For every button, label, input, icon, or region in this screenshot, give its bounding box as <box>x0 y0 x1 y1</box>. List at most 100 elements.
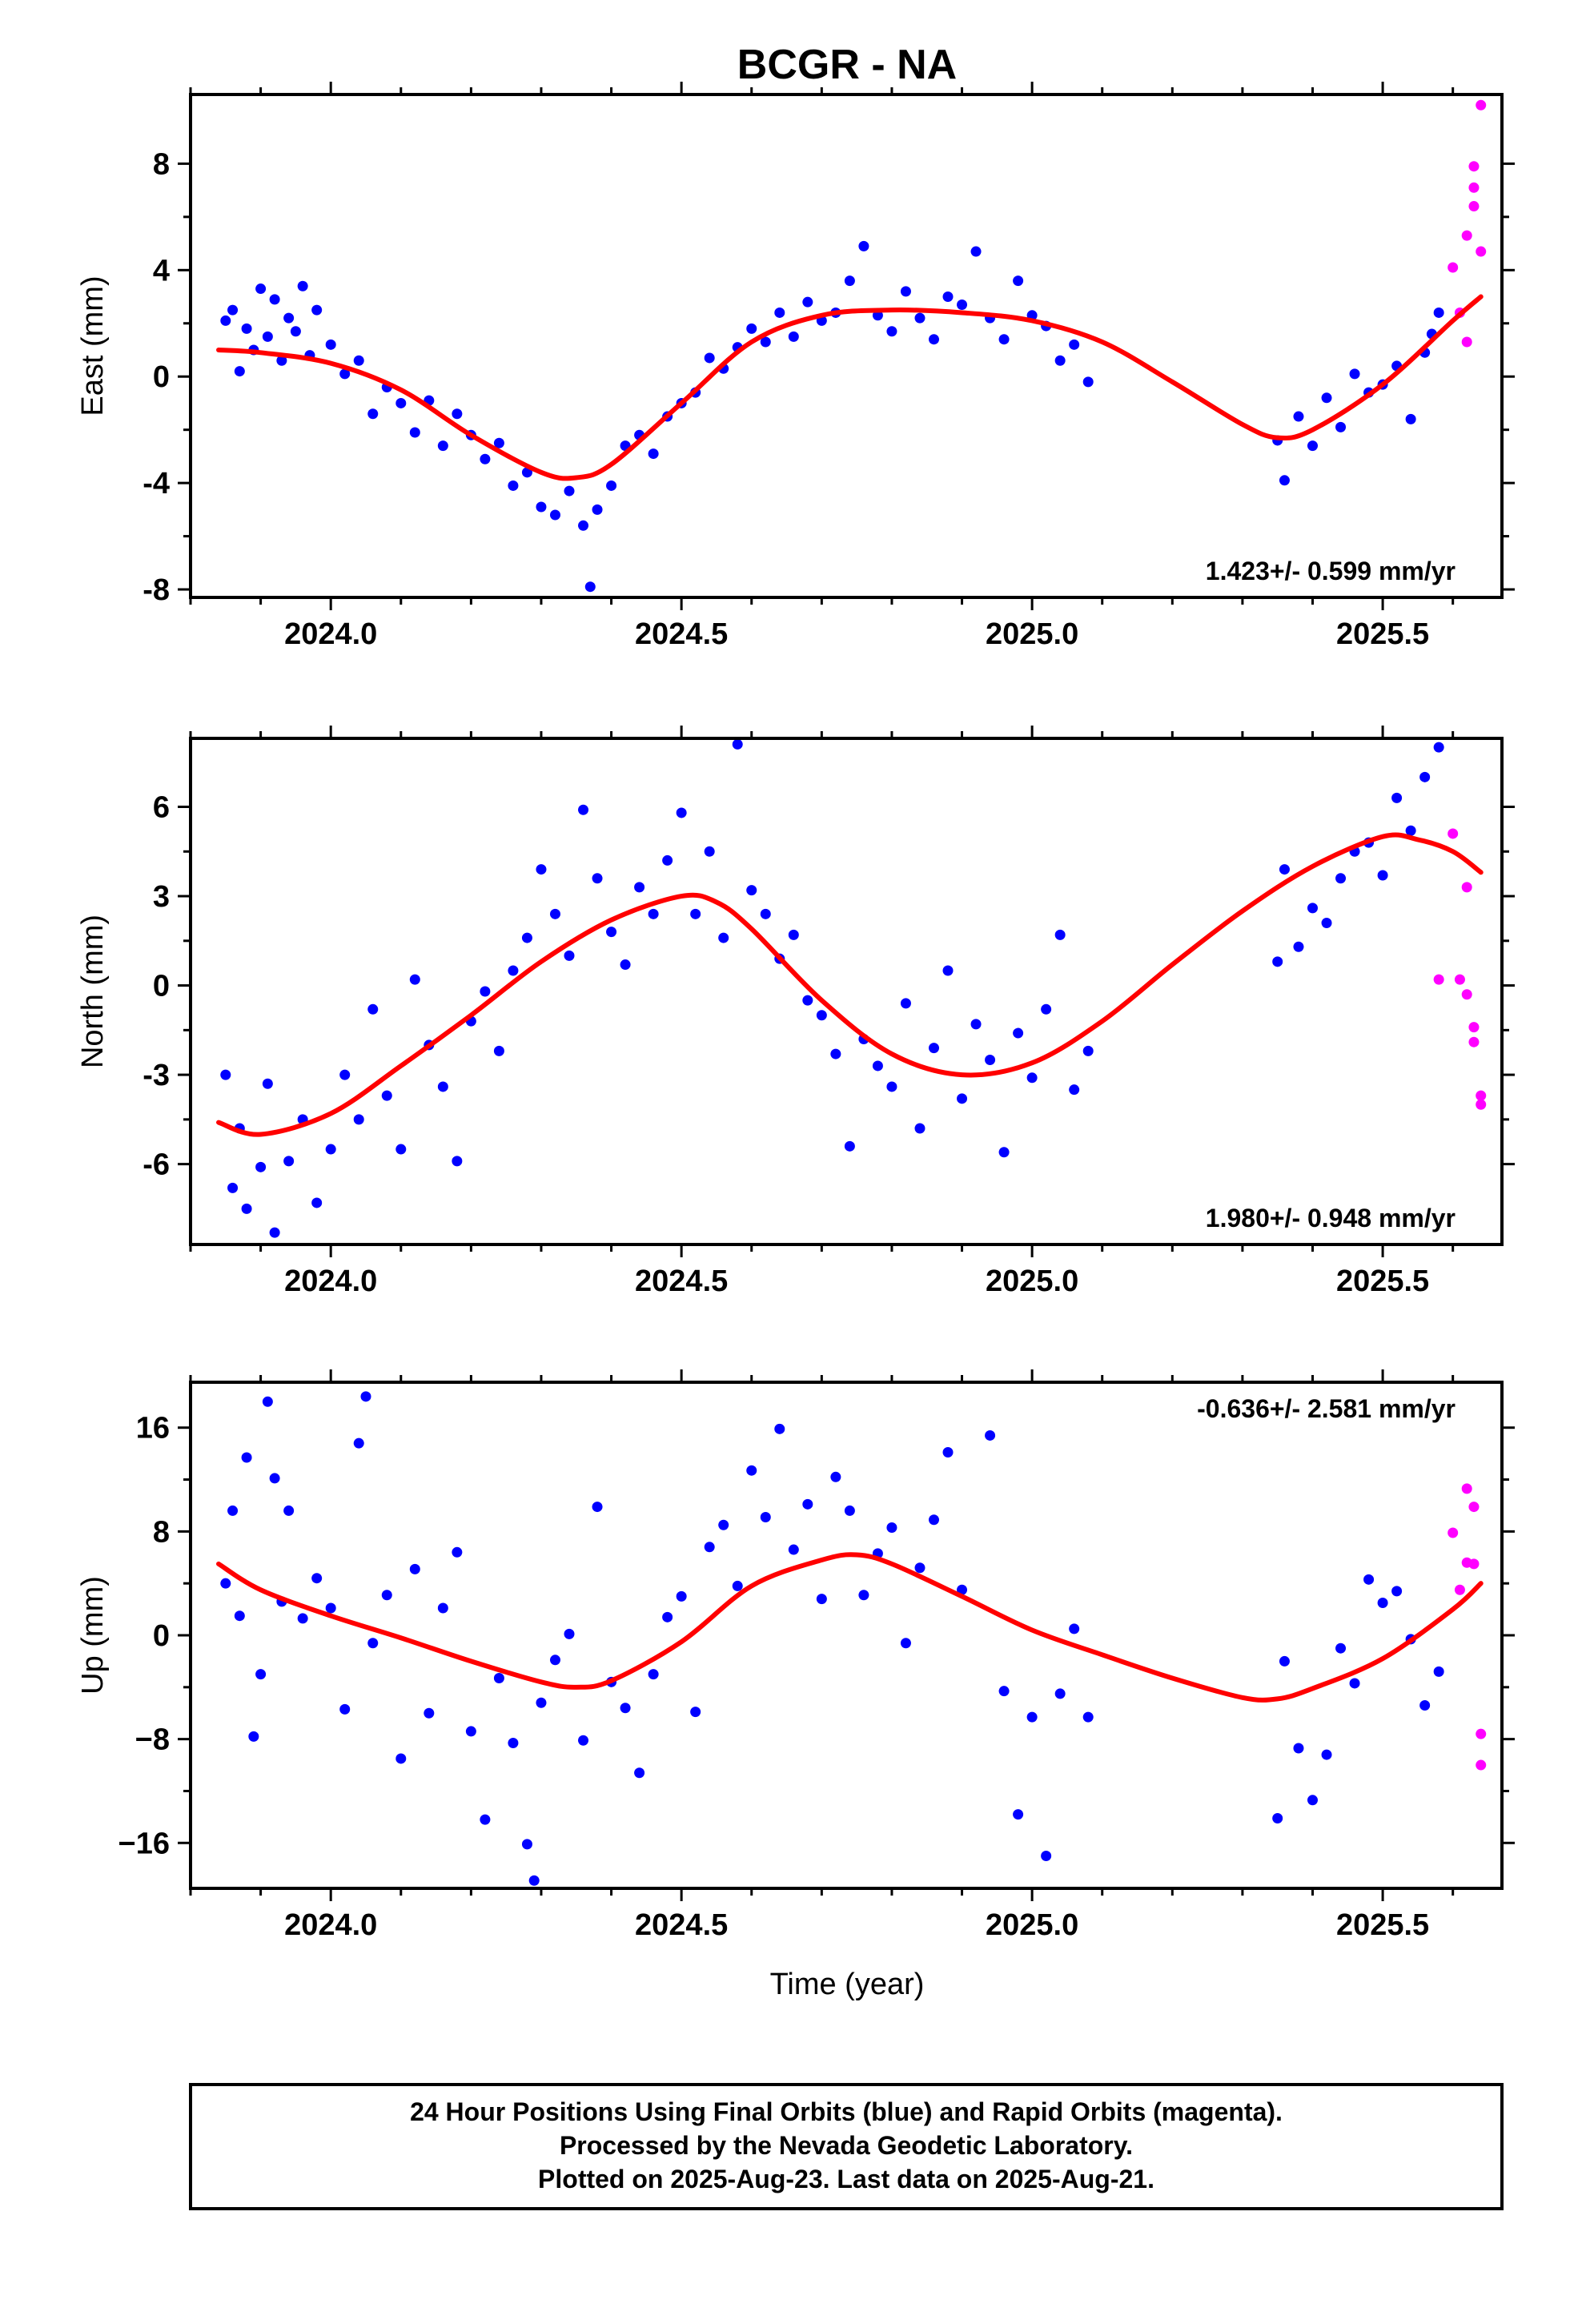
north-final-orbit-point <box>381 1090 392 1101</box>
north-final-orbit-point <box>985 1055 996 1066</box>
up-final-orbit-point <box>381 1590 392 1601</box>
figure-title: BCGR - NA <box>737 42 957 88</box>
east-final-orbit-point <box>353 355 364 366</box>
up-final-orbit-point <box>536 1697 547 1708</box>
east-final-orbit-point <box>1279 475 1290 486</box>
east-final-orbit-point <box>1054 355 1066 366</box>
east-rapid-orbit-point <box>1476 246 1487 257</box>
up-final-orbit-point <box>241 1452 252 1463</box>
up-final-orbit-point <box>676 1590 687 1602</box>
up-final-orbit-point <box>339 1703 351 1715</box>
east-final-orbit-point <box>760 336 771 348</box>
north-rapid-orbit-point <box>1461 989 1472 1000</box>
up-final-orbit-point <box>620 1703 631 1714</box>
footer-line-3: Plotted on 2025-Aug-23. Last data on 202… <box>538 2165 1154 2193</box>
north-final-orbit-point <box>1405 825 1416 836</box>
north-panel: 2024.0 2024.5 2025.0 2025.5 -6 -3 0 3 6 North (mm… <box>76 726 1515 1298</box>
north-final-orbit-point <box>521 932 532 943</box>
north-final-orbit-point <box>1069 1084 1080 1096</box>
up-final-orbit-point <box>662 1611 673 1622</box>
up-final-orbit-point <box>1293 1743 1304 1754</box>
east-rapid-orbit-point <box>1447 262 1459 273</box>
up-final-orbit-point <box>1377 1597 1388 1608</box>
north-final-orbit-point <box>1272 956 1283 967</box>
up-final-orbit-point <box>942 1447 954 1458</box>
up-x-tick-label: 2025.0 <box>986 1908 1078 1942</box>
up-plot-frame <box>189 1381 1504 1890</box>
up-final-orbit-point <box>914 1562 926 1574</box>
north-final-orbit-point <box>452 1156 463 1167</box>
north-final-orbit-point <box>1419 771 1431 782</box>
north-final-orbit-point <box>928 1043 939 1054</box>
north-rapid-orbit-point <box>1476 1099 1487 1110</box>
up-final-orbit-point <box>1041 1850 1052 1861</box>
east-final-orbit-point <box>1321 392 1332 404</box>
up-final-orbit-point <box>283 1505 295 1516</box>
up-final-orbit-point <box>452 1546 463 1558</box>
up-rapid-orbit-point <box>1476 1728 1487 1739</box>
north-final-orbit-point <box>788 929 799 940</box>
north-final-orbit-point <box>718 932 729 943</box>
up-final-orbit-point <box>1349 1678 1360 1689</box>
up-panel: 2024.0 2024.5 2025.0 2025.5 −16 −8 0 8 16 Up (mm)… <box>76 1369 1515 1942</box>
north-final-orbit-point <box>536 864 547 875</box>
east-rapid-orbit-point <box>1468 201 1480 212</box>
up-final-orbit-point <box>367 1638 379 1649</box>
east-final-orbit-point <box>592 504 603 515</box>
north-plot-frame <box>189 737 1504 1246</box>
north-final-orbit-point <box>325 1144 336 1155</box>
east-final-orbit-point <box>914 312 926 324</box>
north-final-orbit-point <box>886 1081 897 1092</box>
up-final-orbit-point <box>928 1514 939 1526</box>
north-y-tick-label: 3 <box>153 880 170 914</box>
north-final-orbit-point <box>409 974 420 985</box>
north-rapid-orbit-point <box>1476 1090 1487 1101</box>
north-x-tick-label: 2025.0 <box>986 1265 1078 1298</box>
north-model-fit-curve <box>216 832 1484 1137</box>
east-final-orbit-point <box>1069 339 1080 350</box>
north-rapid-orbit-point <box>1447 828 1459 839</box>
east-velocity-rate-label: 1.423+/- 0.599 mm/yr <box>1206 557 1456 585</box>
north-final-orbit-point <box>634 882 645 893</box>
north-final-orbit-point <box>914 1123 926 1134</box>
east-final-orbit-point <box>584 581 596 593</box>
east-final-orbit-point <box>802 296 813 308</box>
north-final-orbit-point <box>1335 873 1347 884</box>
up-final-orbit-point <box>1069 1623 1080 1634</box>
east-final-orbit-point <box>1013 275 1024 287</box>
up-final-orbit-point <box>465 1726 476 1737</box>
north-final-orbit-point <box>746 885 757 896</box>
east-y-tick-label: -8 <box>143 573 170 607</box>
north-final-orbit-point <box>942 965 954 976</box>
up-velocity-rate-label: -0.636+/- 2.581 mm/yr <box>1197 1394 1456 1423</box>
east-final-orbit-point <box>746 323 757 334</box>
east-final-orbit-point <box>788 331 799 342</box>
east-x-tick-label: 2025.5 <box>1336 617 1429 651</box>
footer-line-1: 24 Hour Positions Using Final Orbits (bl… <box>410 2097 1283 2126</box>
north-final-orbit-point <box>549 908 560 919</box>
up-final-orbit-point <box>255 1669 267 1680</box>
up-final-orbit-point <box>549 1655 560 1666</box>
east-final-orbit-point <box>998 334 1010 345</box>
up-final-orbit-point <box>900 1638 911 1649</box>
x-axis-label: Time (year) <box>770 1968 925 2001</box>
east-final-orbit-point <box>900 286 911 297</box>
east-rapid-orbit-point <box>1468 182 1480 193</box>
up-final-orbit-point <box>1307 1795 1318 1806</box>
east-final-orbit-point <box>409 427 420 438</box>
east-final-orbit-point <box>1433 307 1444 318</box>
up-final-orbit-point <box>1391 1586 1403 1597</box>
up-final-orbit-point <box>1082 1711 1094 1723</box>
north-final-orbit-point <box>255 1161 267 1172</box>
east-final-orbit-point <box>844 275 855 287</box>
east-plot-frame <box>189 93 1504 599</box>
east-final-orbit-point <box>297 280 308 292</box>
north-final-orbit-point <box>1377 870 1388 881</box>
north-y-tick-label: -6 <box>143 1148 170 1182</box>
up-final-orbit-point <box>1335 1642 1347 1654</box>
up-final-orbit-point <box>592 1502 603 1513</box>
east-final-orbit-point <box>1082 376 1094 388</box>
north-final-orbit-point <box>220 1069 231 1080</box>
east-final-orbit-point <box>872 310 883 321</box>
north-final-orbit-point <box>690 908 701 919</box>
